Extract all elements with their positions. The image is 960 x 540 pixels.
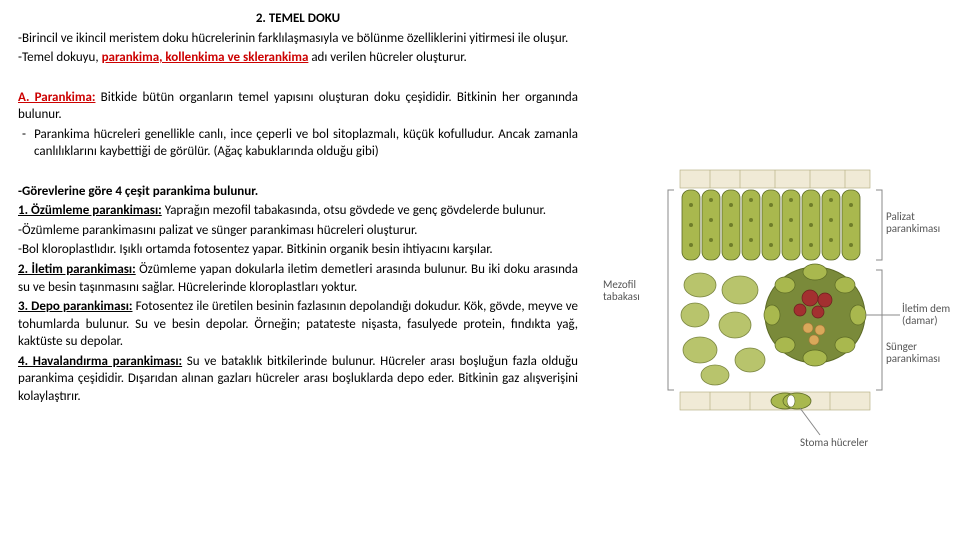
parankima-bullet: - Parankima hücreleri genellikle canlı, … bbox=[18, 126, 578, 161]
upper-epidermis bbox=[680, 170, 870, 188]
stoma bbox=[771, 393, 811, 409]
parankima-head: A. Parankima: Bitkide bütün organların t… bbox=[18, 89, 578, 124]
intro-p2-pre: -Temel dokuyu, bbox=[18, 50, 102, 65]
gorev-1-head: 1. Özümleme parankiması: bbox=[18, 203, 162, 218]
section-title: 2. TEMEL DOKU bbox=[18, 10, 578, 28]
parankima-bullet-text: Parankima hücreleri genellikle canlı, in… bbox=[34, 127, 578, 160]
gorev-1: 1. Özümleme parankiması: Yaprağın mezofi… bbox=[18, 202, 578, 220]
gorev-3-head: 3. Depo parankiması: bbox=[18, 299, 132, 314]
gorev-2-head: 2. İletim parankiması: bbox=[18, 262, 136, 277]
gorev-4: 4. Havalandırma parankiması: Su ve batak… bbox=[18, 353, 578, 406]
gorev-3: 3. Depo parankiması: Fotosentez ile üret… bbox=[18, 298, 578, 351]
lower-epidermis bbox=[680, 392, 870, 410]
vascular-bundle bbox=[764, 264, 866, 366]
parankima-head-rest: Bitkide bütün organların temel yapısını … bbox=[18, 90, 578, 123]
gorev-4-head: 4. Havalandırma parankiması: bbox=[18, 354, 182, 369]
label-sunger: Süngerparankiması bbox=[886, 340, 940, 365]
gorev-1-l3: -Bol kloroplastlıdır. Işıklı ortamda fot… bbox=[18, 241, 578, 259]
intro-p2-red: parankima, kollenkima ve sklerankima bbox=[102, 50, 309, 65]
parankima-head-red: A. Parankima: bbox=[18, 90, 95, 105]
label-iletim: İletim demeti(damar) bbox=[902, 302, 950, 327]
label-stoma: Stoma hücreler bbox=[800, 436, 868, 449]
intro-p2-post: adı verilen hücreler oluşturur. bbox=[308, 50, 466, 65]
gorev-head: -Görevlerine göre 4 çeşit parankima bulu… bbox=[18, 183, 578, 201]
leaf-cross-section-diagram: Mezofiltabakası Palizatparankiması Sünge… bbox=[600, 150, 950, 450]
intro-p1: -Birincil ve ikincil meristem doku hücre… bbox=[18, 30, 578, 48]
label-mezofil: Mezofiltabakası bbox=[603, 278, 640, 303]
palisade-layer bbox=[682, 190, 860, 260]
leaf-svg: Mezofiltabakası Palizatparankiması Sünge… bbox=[600, 150, 950, 450]
gorev-1-body: Yaprağın mezofil tabakasında, otsu gövde… bbox=[162, 203, 546, 218]
intro-p2: -Temel dokuyu, parankima, kollenkima ve … bbox=[18, 49, 578, 67]
gorev-2: 2. İletim parankiması: Özümleme yapan do… bbox=[18, 261, 578, 296]
gorev-1-l2: -Özümleme parankimasını palizat ve sünge… bbox=[18, 222, 578, 240]
label-palizat: Palizatparankiması bbox=[886, 210, 940, 235]
